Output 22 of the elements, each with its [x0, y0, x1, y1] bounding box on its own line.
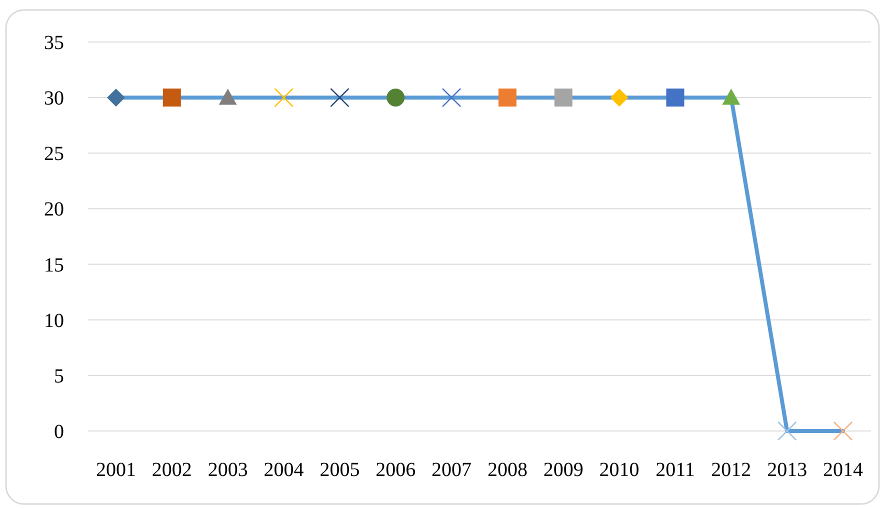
- x-tick-label: 2006: [376, 459, 416, 481]
- x-tick-label: 2003: [208, 459, 248, 481]
- x-tick-label: 2004: [264, 459, 304, 481]
- x-tick-label: 2014: [823, 459, 863, 481]
- x-tick-label: 2008: [487, 459, 528, 481]
- x-tick-label: 2005: [320, 459, 360, 481]
- y-tick-label: 0: [54, 421, 64, 443]
- x-tick-label: 2001: [96, 459, 136, 481]
- y-tick-label: 15: [44, 254, 64, 276]
- x-tick-label: 2012: [711, 459, 752, 481]
- y-tick-label: 35: [44, 32, 64, 54]
- x-tick-label: 2007: [432, 459, 472, 481]
- y-tick-label: 30: [44, 88, 64, 110]
- y-tick-label: 20: [44, 198, 64, 221]
- x-tick-label: 2013: [767, 459, 808, 481]
- y-tick-label: 10: [44, 310, 64, 332]
- x-tick-label: 2011: [656, 459, 695, 481]
- x-tick-label: 2010: [599, 459, 640, 481]
- x-tick-label: 2002: [152, 459, 192, 481]
- x-tick-label: 2009: [543, 459, 584, 481]
- y-tick-label: 5: [54, 365, 64, 388]
- y-tick-label: 25: [44, 143, 64, 166]
